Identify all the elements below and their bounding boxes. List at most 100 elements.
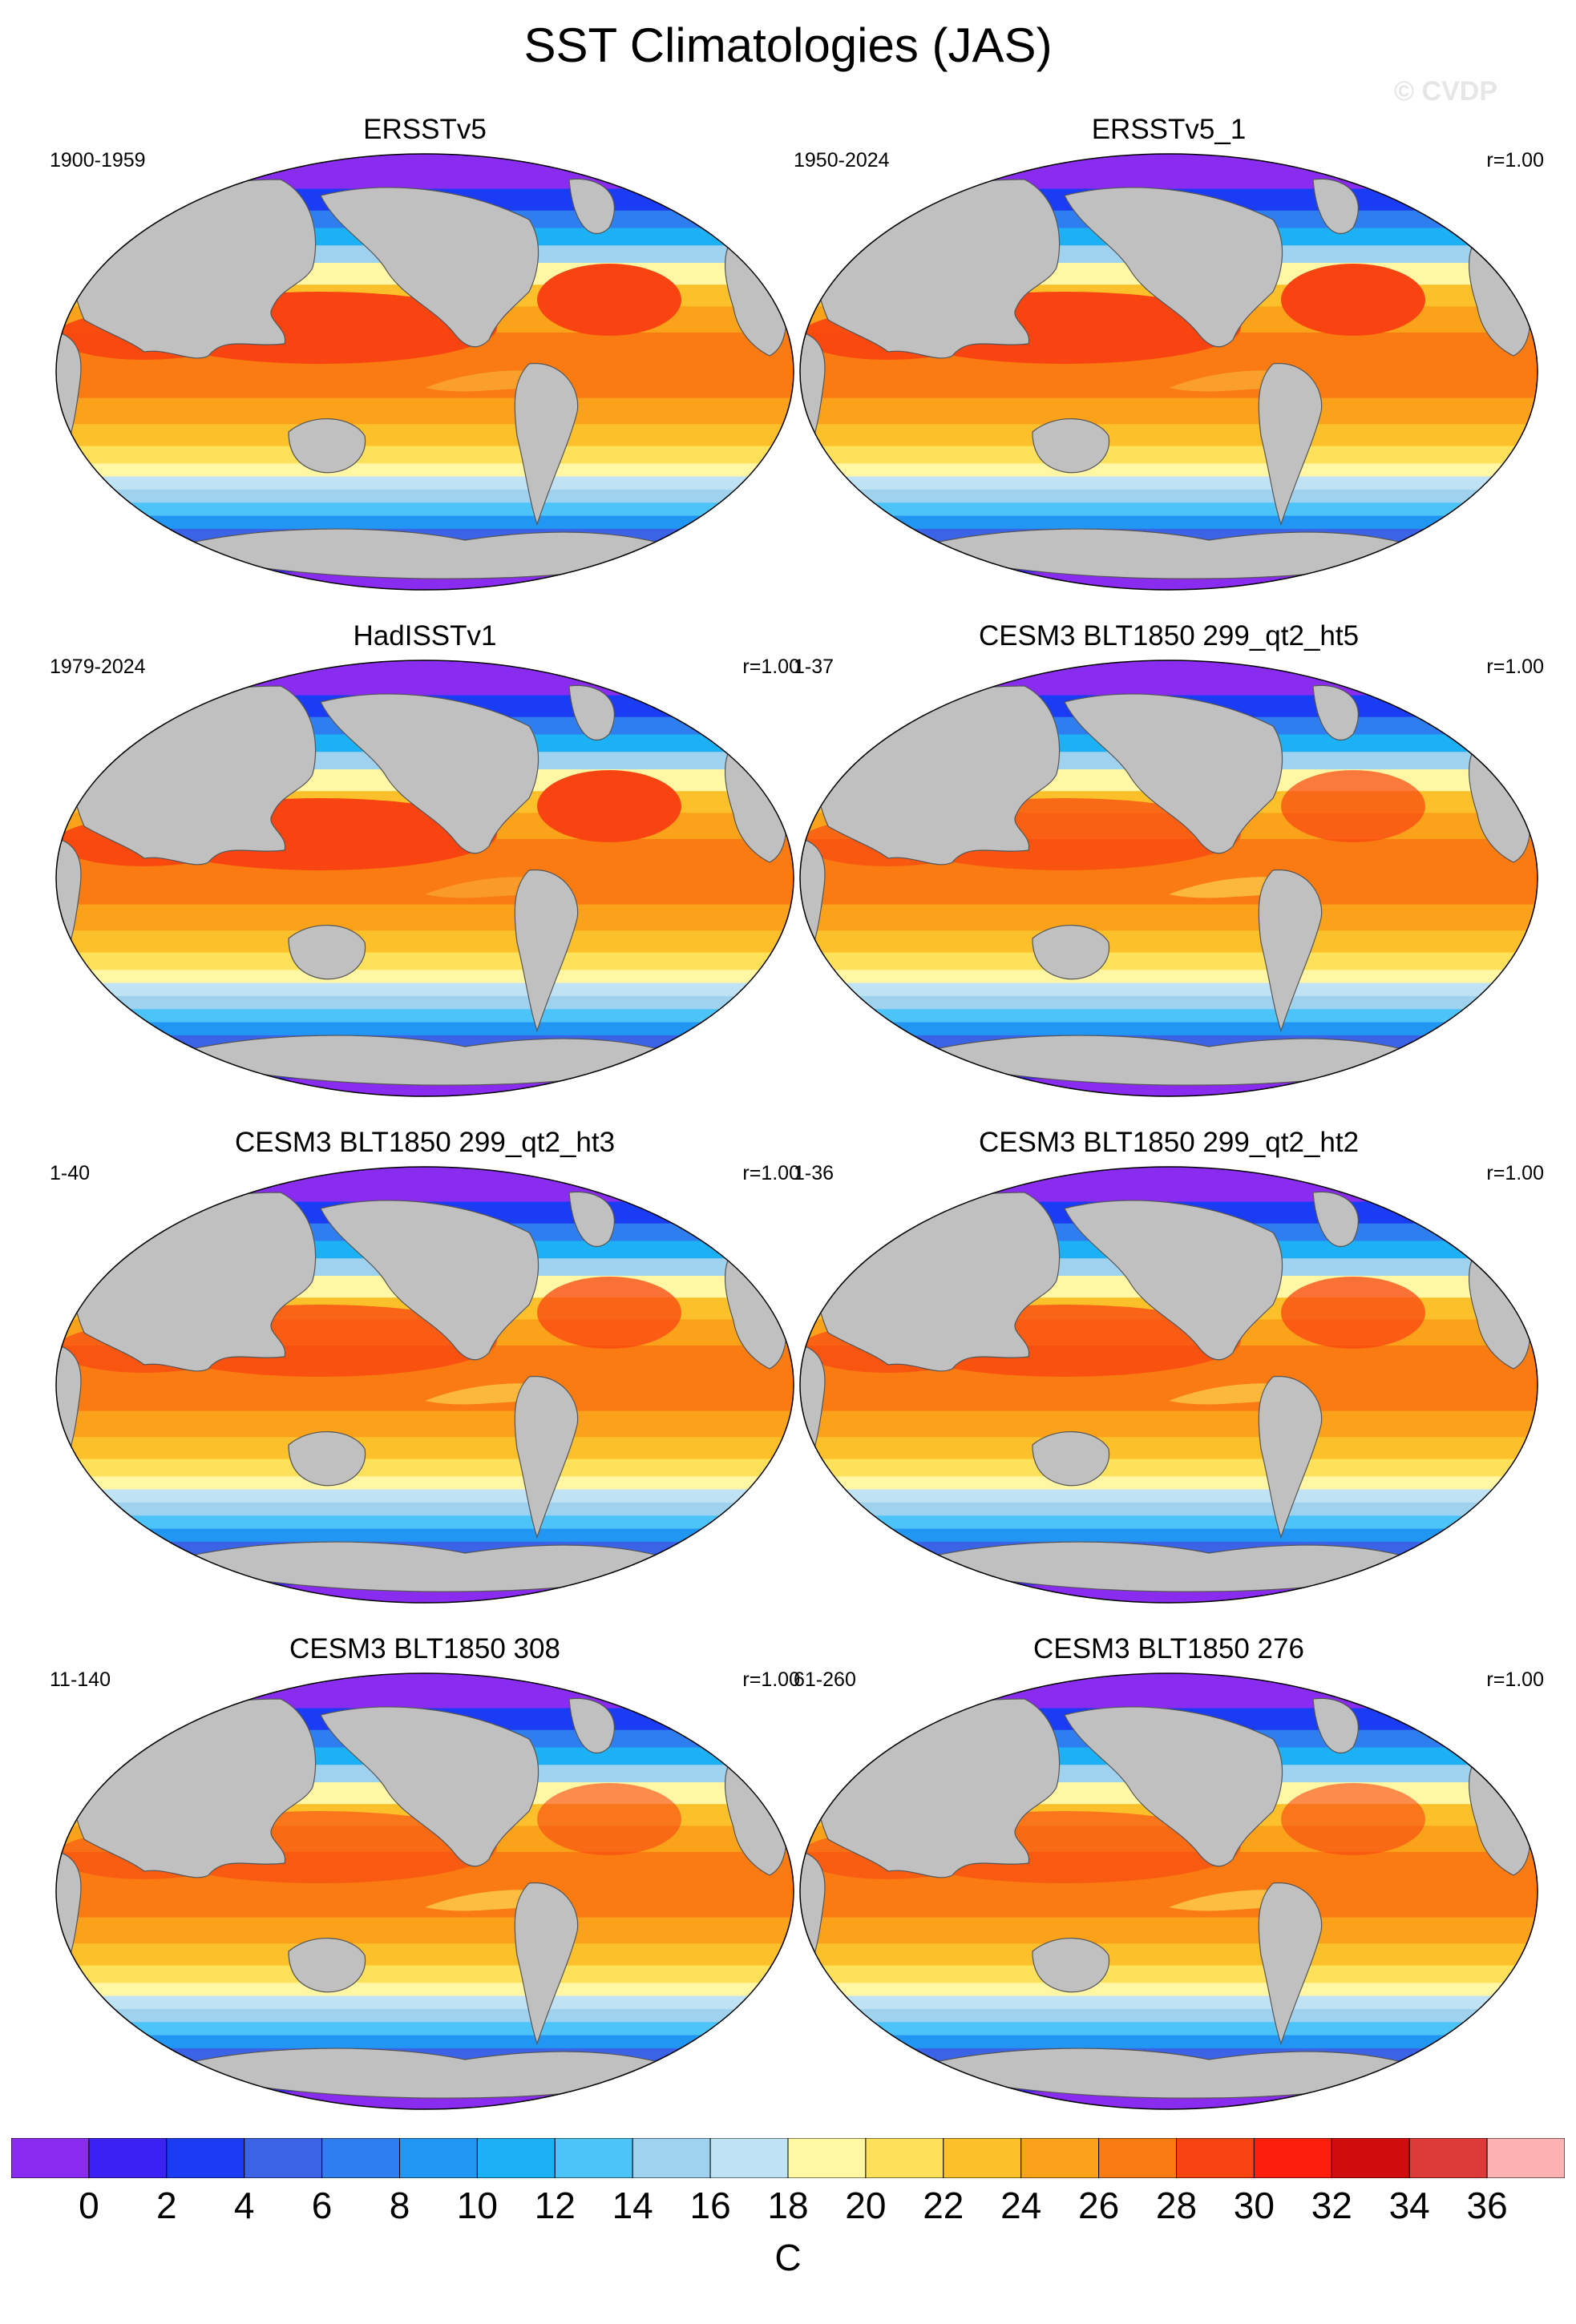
land-mass [1258, 362, 1323, 526]
cold-tongue [425, 370, 545, 392]
land-mass [568, 1191, 615, 1248]
figure-title: SST Climatologies (JAS) [523, 18, 1053, 72]
sst-map [799, 1166, 1538, 1604]
land-mass [514, 1882, 579, 2045]
cold-tongue [425, 1383, 545, 1405]
sst-band [56, 1022, 794, 1036]
sst-band [56, 476, 794, 490]
colorbar-tick-label: 14 [612, 2185, 653, 2226]
map-panel: CESM3 BLT1850 299_qt2_ht2 1-36 r=1.00 [792, 1127, 1546, 1608]
colorbar-swatch [1486, 2138, 1565, 2178]
land-mass [288, 1937, 366, 1993]
land-mass [816, 179, 1061, 359]
panel-title: CESM3 BLT1850 276 [1033, 1633, 1304, 1664]
land-mass [1032, 924, 1110, 980]
sst-band [800, 1437, 1538, 1460]
land-mass [320, 187, 539, 348]
sst-band [800, 1410, 1538, 1438]
sst-band [56, 1673, 794, 1709]
warm-pool [1281, 770, 1425, 842]
sst-band [800, 397, 1538, 426]
cvdp-watermark: © CVDP [1394, 76, 1497, 107]
map-panel: ERSSTv5 1900-1959 [48, 114, 802, 595]
sst-band [800, 1009, 1538, 1023]
cold-tongue [1169, 1383, 1289, 1405]
sst-band [800, 1995, 1538, 2010]
colorbar-tick-label: 24 [1000, 2185, 1042, 2226]
map-outline [799, 1166, 1538, 1604]
map-panel: HadISSTv1 1979-2024 r=1.00 [48, 620, 802, 1101]
sst-band [56, 2008, 794, 2023]
sst-band [800, 982, 1538, 997]
warm-pool [1281, 1783, 1425, 1855]
map-outline [55, 1672, 794, 2110]
sst-map [55, 153, 794, 591]
colorbar-swatch [244, 2138, 323, 2178]
map-panel: ERSSTv5_1 1950-2024 r=1.00 [792, 114, 1546, 595]
panel-correlation: r=1.00 [742, 1668, 800, 1691]
colorbar-tick-label: 20 [845, 2185, 887, 2226]
colorbar-tick-label: 34 [1388, 2185, 1430, 2226]
sst-band [56, 1943, 794, 1967]
panel-title: CESM3 BLT1850 299_qt2_ht2 [978, 1127, 1360, 1158]
sst-band [56, 1476, 794, 1491]
colorbar-tick-label: 10 [456, 2185, 498, 2226]
colorbar-swatch [554, 2138, 633, 2178]
cold-tongue [1169, 370, 1289, 392]
sst-band [800, 446, 1538, 465]
land-mass [514, 1375, 579, 1539]
colorbar-swatch [11, 2138, 90, 2178]
colorbar-tick-label: 30 [1233, 2185, 1275, 2226]
land-mass [816, 685, 1061, 865]
map-panel: CESM3 BLT1850 299_qt2_ht5 1-37 r=1.00 [792, 620, 1546, 1101]
sst-band [56, 2022, 794, 2036]
panel-years: 1-40 [50, 1162, 91, 1184]
sst-band [800, 476, 1538, 490]
sst-band [56, 982, 794, 997]
cold-tongue [1169, 877, 1289, 898]
land-mass [568, 1697, 615, 1754]
sst-band [800, 2035, 1538, 2049]
colorbar-swatch [1253, 2138, 1332, 2178]
land-mass [910, 2048, 1435, 2099]
panel-years: 1979-2024 [50, 656, 146, 678]
panel-title: CESM3 BLT1850 299_qt2_ht5 [978, 620, 1360, 652]
land-mass [1312, 1697, 1359, 1754]
land-mass [288, 924, 366, 980]
panel-years: 1950-2024 [794, 149, 890, 171]
land-mass [568, 684, 615, 741]
sst-map [799, 660, 1538, 1097]
land-mass [1258, 1375, 1323, 1539]
sst-band [56, 463, 794, 478]
land-mass [910, 528, 1435, 579]
colorbar-swatch [166, 2138, 245, 2178]
sst-map [55, 1672, 794, 2110]
cold-tongue [1169, 1890, 1289, 1911]
warm-pool [537, 1783, 681, 1855]
land-mass [72, 1192, 317, 1372]
land-mass [816, 1192, 1061, 1372]
sst-band [800, 1459, 1538, 1478]
panel-years: 1-36 [794, 1162, 834, 1184]
land-mass [1312, 1191, 1359, 1248]
warm-pool [1281, 1277, 1425, 1349]
sst-band [800, 1489, 1538, 1503]
sst-band [56, 904, 794, 932]
colorbar-swatch [1408, 2138, 1488, 2178]
sst-band [56, 1009, 794, 1023]
land-mass [1032, 1430, 1110, 1487]
sst-band [800, 1673, 1538, 1709]
sst-band [800, 995, 1538, 1011]
colorbar-tick-label: 4 [233, 2185, 255, 2226]
land-mass [514, 869, 579, 1032]
land-mass [1312, 178, 1359, 235]
sst-band [56, 1965, 794, 1984]
warm-pool [537, 770, 681, 842]
land-mass [816, 1698, 1061, 1878]
panel-years: 1-37 [794, 656, 834, 678]
colorbar-tick-label: 32 [1311, 2185, 1352, 2226]
sst-band [56, 446, 794, 465]
land-mass [568, 178, 615, 235]
sst-band [800, 154, 1538, 190]
panel-correlation: r=1.00 [1486, 1668, 1544, 1691]
